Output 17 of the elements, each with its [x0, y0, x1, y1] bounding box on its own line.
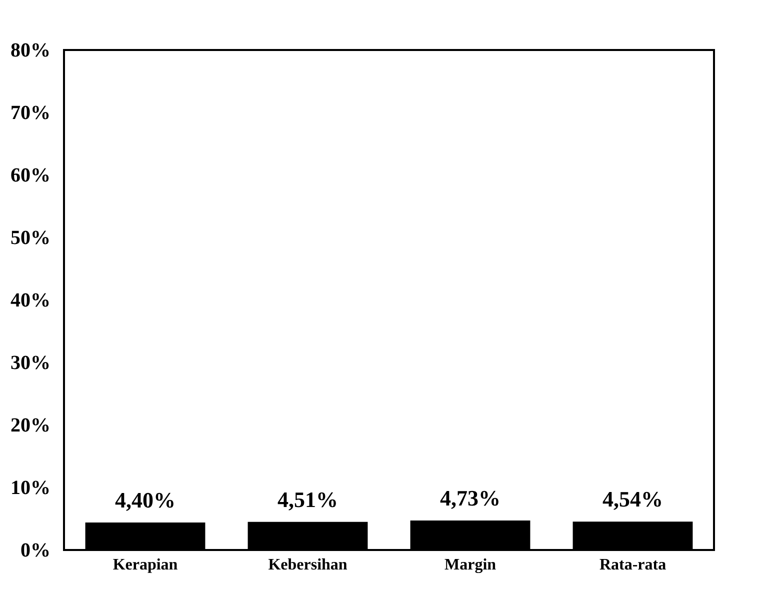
y-tick-label: 60% [10, 164, 50, 186]
x-tick-label: Kebersihan [268, 556, 348, 574]
y-tick-label: 0% [20, 540, 50, 562]
data-label: 4,54% [602, 486, 663, 512]
x-tick-label: Kerapian [112, 556, 178, 574]
data-label: 4,73% [440, 485, 500, 510]
data-label: 4,40% [115, 488, 176, 512]
y-tick-label: 20% [10, 414, 50, 436]
y-tick-label: 50% [10, 227, 50, 249]
data-label: 4,51% [278, 486, 338, 512]
x-tick-label: Margin [444, 556, 496, 574]
x-tick-label: Rata-rata [599, 556, 666, 574]
y-tick-label: 70% [10, 102, 50, 124]
y-tick-label: 30% [10, 352, 50, 374]
y-tick-label: 40% [10, 290, 50, 312]
y-tick-label: 80% [10, 40, 50, 62]
y-tick-label: 10% [10, 477, 50, 499]
